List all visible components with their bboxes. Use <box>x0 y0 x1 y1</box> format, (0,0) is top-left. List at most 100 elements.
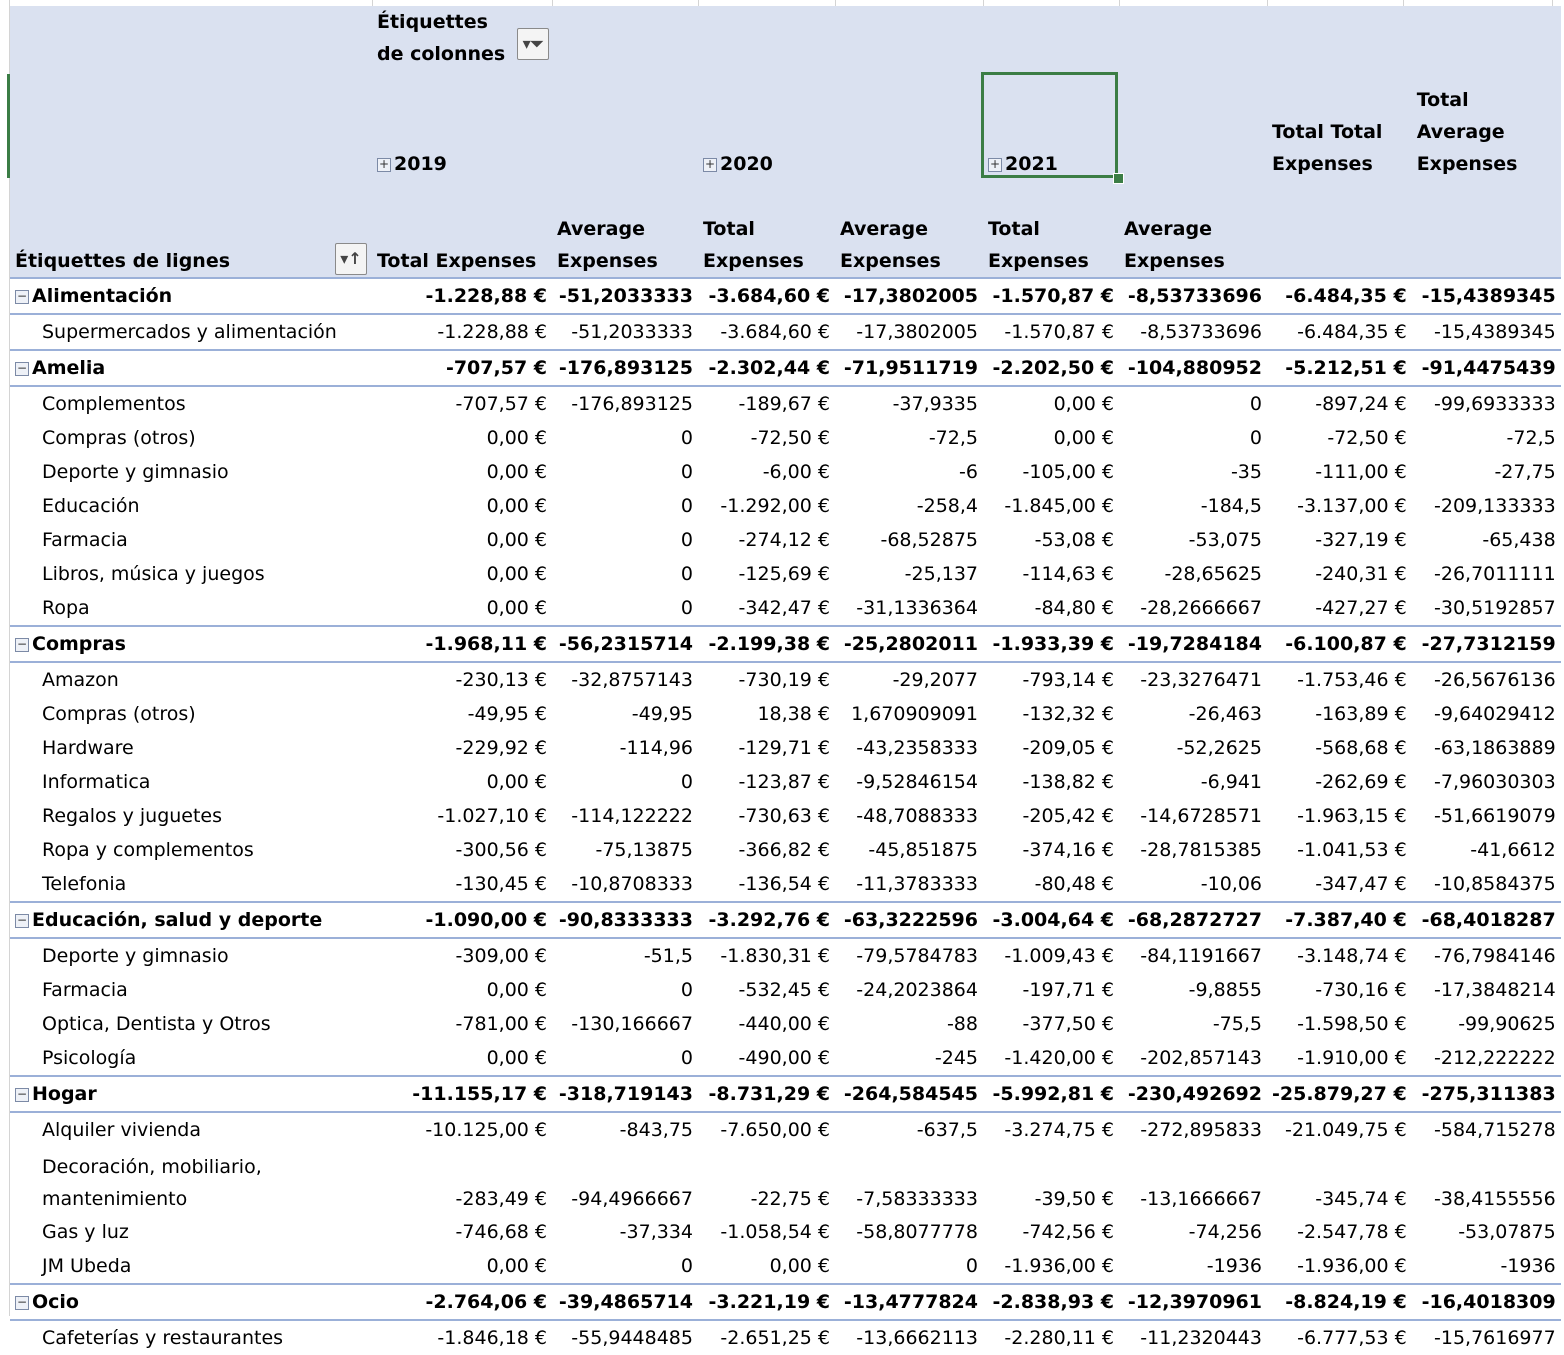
value-cell[interactable]: -342,47 € <box>738 597 830 619</box>
value-cell[interactable]: 0,00 € <box>983 385 1119 421</box>
value-cell[interactable]: -8.824,19 € <box>1267 1283 1412 1320</box>
value-cell[interactable]: -1.968,11 € <box>372 625 552 662</box>
value-cell[interactable]: 0 <box>680 1255 693 1277</box>
expand-icon[interactable]: + <box>703 156 717 172</box>
value-cell[interactable]: -1.598,50 € <box>1297 1013 1407 1035</box>
collapse-icon[interactable]: − <box>15 1086 29 1102</box>
value-cell[interactable]: -230,492692 <box>1119 1075 1267 1112</box>
value-cell[interactable]: -130,166667 <box>571 1013 693 1035</box>
value-cell[interactable]: -72,50 € <box>1327 427 1407 449</box>
value-cell[interactable]: -19,7284184 <box>1119 625 1267 662</box>
value-cell[interactable]: -1.228,88 € <box>372 313 552 350</box>
value-cell[interactable]: 0 <box>680 461 693 483</box>
value-cell[interactable]: -345,74 € <box>1315 1188 1407 1210</box>
value-cell[interactable]: -91,4475439 <box>1411 349 1561 386</box>
value-cell[interactable]: -53,075 <box>1188 529 1262 551</box>
value-cell[interactable]: -202,857143 <box>1140 1047 1262 1069</box>
value-cell[interactable]: -58,8077778 <box>856 1221 978 1243</box>
value-cell[interactable]: 0 <box>1119 385 1267 421</box>
value-cell[interactable]: -568,68 € <box>1315 737 1407 759</box>
year-header-2019[interactable]: +2019 <box>372 74 698 180</box>
row-label[interactable]: Regalos y juguetes <box>42 805 223 827</box>
value-cell[interactable]: -3.684,60 € <box>698 277 835 314</box>
value-cell[interactable]: -377,50 € <box>1022 1013 1114 1035</box>
value-cell[interactable]: 0,00 € <box>486 979 547 1001</box>
value-cell[interactable]: -730,63 € <box>738 805 830 827</box>
value-cell[interactable]: -1936 <box>1206 1255 1262 1277</box>
value-cell[interactable]: -730,16 € <box>1315 979 1407 1001</box>
value-cell[interactable]: 0,00 € <box>486 771 547 793</box>
value-cell[interactable]: -94,4966667 <box>571 1188 693 1210</box>
value-cell[interactable]: -105,00 € <box>1022 461 1114 483</box>
value-cell[interactable]: -746,68 € <box>455 1221 547 1243</box>
value-cell[interactable]: -6,00 € <box>762 461 830 483</box>
value-cell[interactable]: -15,4389345 <box>1411 277 1561 314</box>
value-cell[interactable]: -72,5 <box>928 427 978 449</box>
value-cell[interactable]: -39,50 € <box>1034 1188 1114 1210</box>
value-cell[interactable]: -21.049,75 € <box>1267 1111 1412 1147</box>
value-cell[interactable]: -52,2625 <box>1176 737 1262 759</box>
row-label[interactable]: − Alimentación <box>10 277 372 314</box>
value-cell[interactable]: -347,47 € <box>1315 873 1407 895</box>
value-cell[interactable]: 0 <box>680 563 693 585</box>
value-cell[interactable]: -793,14 € <box>983 661 1119 697</box>
value-cell[interactable]: -3.004,64 € <box>983 901 1119 938</box>
row-label[interactable]: Informatica <box>42 771 151 793</box>
value-cell[interactable]: -490,00 € <box>738 1047 830 1069</box>
value-cell[interactable]: -49,95 € <box>467 703 547 725</box>
value-cell[interactable]: -9,64029412 <box>1434 703 1556 725</box>
value-cell[interactable]: 0 <box>680 771 693 793</box>
value-cell[interactable]: -209,05 € <box>1022 737 1114 759</box>
value-cell[interactable]: -25,2802011 <box>835 625 983 662</box>
value-cell[interactable]: -99,6933333 <box>1411 385 1561 421</box>
value-cell[interactable]: -184,5 <box>1200 495 1262 517</box>
value-cell[interactable]: -272,895833 <box>1119 1111 1267 1147</box>
value-cell[interactable]: -3.274,75 € <box>983 1111 1119 1147</box>
value-cell[interactable]: -1.058,54 € <box>720 1221 830 1243</box>
value-cell[interactable]: -637,5 <box>835 1111 983 1147</box>
value-cell[interactable]: -2.651,25 € <box>698 1319 835 1355</box>
row-label[interactable]: Educación <box>42 495 140 517</box>
value-cell[interactable]: -76,7984146 <box>1411 937 1561 973</box>
value-cell[interactable]: -8.731,29 € <box>698 1075 835 1112</box>
row-label[interactable]: Farmacia <box>42 979 128 1001</box>
row-label[interactable]: Amazon <box>10 661 372 697</box>
value-cell[interactable]: -781,00 € <box>455 1013 547 1035</box>
value-cell[interactable]: -897,24 € <box>1267 385 1412 421</box>
row-label[interactable]: Telefonia <box>42 873 127 895</box>
value-cell[interactable]: -11,2320443 <box>1119 1319 1267 1355</box>
value-cell[interactable]: -75,5 <box>1212 1013 1262 1035</box>
collapse-icon[interactable]: − <box>15 912 29 928</box>
value-cell[interactable]: -16,4018309 <box>1411 1283 1561 1320</box>
value-cell[interactable]: -8,53733696 <box>1119 277 1267 314</box>
value-cell[interactable]: -9,52846154 <box>856 771 978 793</box>
value-cell[interactable]: -129,71 € <box>738 737 830 759</box>
value-cell[interactable]: -29,2077 <box>835 661 983 697</box>
value-cell[interactable]: -13,1666667 <box>1140 1188 1262 1210</box>
value-cell[interactable]: -104,880952 <box>1119 349 1267 386</box>
value-cell[interactable]: -74,256 <box>1188 1221 1262 1243</box>
value-cell[interactable]: -17,3848214 <box>1434 979 1556 1001</box>
value-cell[interactable]: -730,19 € <box>698 661 835 697</box>
value-cell[interactable]: -2.838,93 € <box>983 1283 1119 1320</box>
row-sort-filter-button[interactable]: ▾↑ <box>335 243 367 275</box>
value-cell[interactable]: -24,2023864 <box>856 979 978 1001</box>
value-cell[interactable]: -1.420,00 € <box>1004 1047 1114 1069</box>
value-cell[interactable]: -176,893125 <box>552 385 698 421</box>
value-cell[interactable]: 0 <box>680 979 693 1001</box>
year-header-2021[interactable]: +2021 <box>983 74 1267 180</box>
value-cell[interactable]: -72,50 € <box>750 427 830 449</box>
value-cell[interactable]: -1.041,53 € <box>1297 839 1407 861</box>
value-cell[interactable]: -23,3276471 <box>1119 661 1267 697</box>
value-cell[interactable]: -63,3222596 <box>835 901 983 938</box>
value-cell[interactable]: -1.570,87 € <box>983 277 1119 314</box>
value-cell[interactable]: -48,7088333 <box>856 805 978 827</box>
value-cell[interactable]: -68,52875 <box>880 529 978 551</box>
row-label[interactable]: Alquiler vivienda <box>10 1111 372 1147</box>
row-label[interactable]: − Amelia <box>10 349 372 386</box>
value-cell[interactable]: -2.764,06 € <box>372 1283 552 1320</box>
value-cell[interactable]: -9,8855 <box>1188 979 1262 1001</box>
value-cell[interactable]: -366,82 € <box>738 839 830 861</box>
value-cell[interactable]: -707,57 € <box>372 349 552 386</box>
value-cell[interactable]: -6.484,35 € <box>1267 313 1412 350</box>
